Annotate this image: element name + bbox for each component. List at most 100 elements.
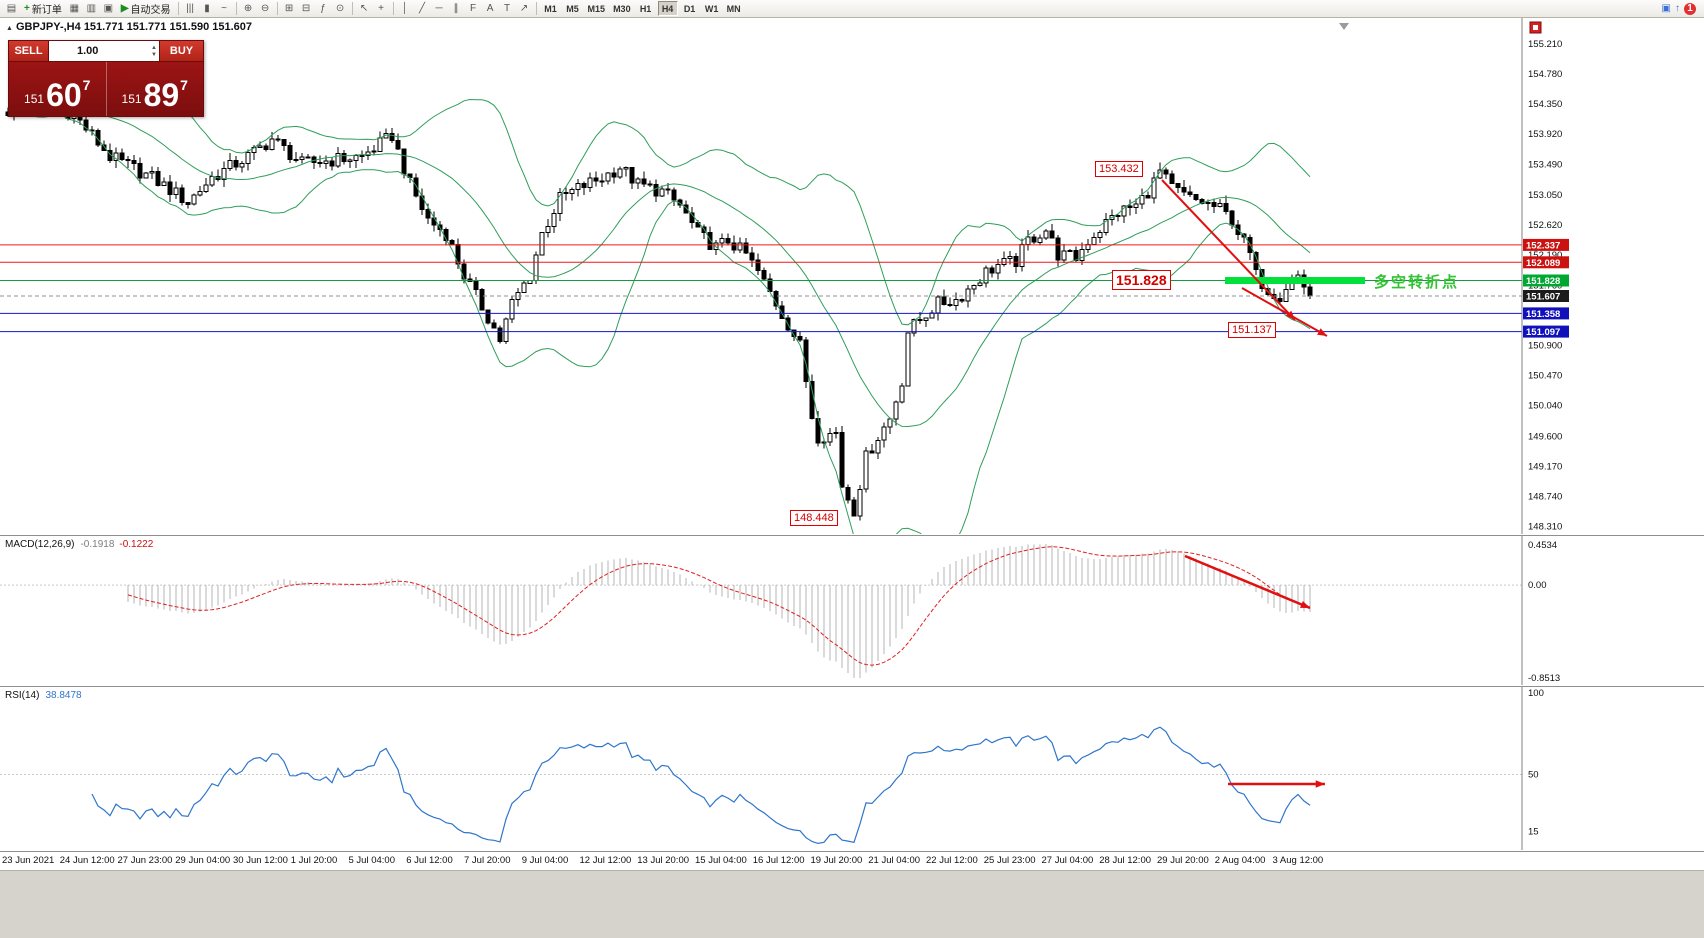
new-order-button[interactable]: + 新订单 <box>20 1 66 17</box>
candlestick-chart-icon[interactable]: ▮ <box>199 1 216 17</box>
timeframe-d1[interactable]: D1 <box>680 1 700 16</box>
update-icon[interactable]: ↑ <box>1675 3 1680 14</box>
rsi-indicator-label: RSI(14) 38.8478 <box>5 690 82 701</box>
trend-arrow[interactable] <box>1184 554 1311 610</box>
main-toolbar: ▤ + 新订单 ▦ ▥ ▣ ▶ 自动交易 ||| ▮ ~ ⊕ ⊖ ⊞ ⊟ ƒ ⊙ ↖ + │ ╱ ─ ∥ F A T ↗ M1 M5 M1… <box>0 0 1704 18</box>
price-tag: 151.358 <box>1526 309 1560 320</box>
time-axis-label: 6 Jul 12:00 <box>406 855 453 866</box>
notification-badge[interactable]: 1 <box>1684 2 1696 15</box>
price-axis-label: 148.740 <box>1528 491 1562 502</box>
price-chart[interactable]: 155.210 154.780 154.350 153.920 153.490 153.0… <box>0 18 1704 534</box>
ohlc-values: 151.771 151.771 151.590 151.607 <box>83 21 253 33</box>
autotrading-button[interactable]: ▶ 自动交易 <box>117 1 175 17</box>
rsi-panel[interactable]: 100 50 15 <box>0 686 1704 850</box>
sell-button[interactable]: SELL <box>9 41 49 61</box>
timeframe-m30[interactable]: M30 <box>610 1 634 16</box>
channel-icon[interactable]: ∥ <box>448 1 465 17</box>
vertical-line-icon[interactable]: │ <box>397 1 414 17</box>
volume-up-button[interactable]: ▲ <box>151 44 157 51</box>
rsi-line <box>91 726 1311 845</box>
time-axis-label: 30 Jun 12:00 <box>233 855 288 866</box>
price-axis-label: 152.620 <box>1528 220 1562 231</box>
sell-price-display[interactable]: 151 60 7 <box>9 62 107 116</box>
price-tag: 152.337 <box>1526 240 1560 251</box>
price-axis-label: 153.490 <box>1528 159 1562 170</box>
rsi-axis-label: 100 <box>1528 688 1544 699</box>
timeframe-h1[interactable]: H1 <box>636 1 656 16</box>
toolbar-separator <box>351 2 353 15</box>
buy-price-display[interactable]: 151 89 7 <box>121 76 188 113</box>
chart-shift-marker[interactable] <box>1339 23 1349 30</box>
macd-signal-line <box>127 546 1311 666</box>
new-order-button-label: 新订单 <box>31 5 62 16</box>
price-axis-label: 154.350 <box>1528 99 1562 110</box>
trend-arrow-head <box>1300 601 1310 608</box>
mql5-community-icon[interactable]: ▣ <box>1661 3 1671 14</box>
horizontal-line-icon[interactable]: ─ <box>431 1 448 17</box>
price-tag-bg <box>1523 274 1569 287</box>
volume-field[interactable]: 1.00 ▲ ▼ <box>49 41 159 61</box>
timeframe-m1[interactable]: M1 <box>541 1 561 16</box>
bollinger-upper-band <box>31 76 1311 326</box>
volume-value[interactable]: 1.00 <box>77 45 99 57</box>
price-callout[interactable]: 148.448 <box>790 510 838 526</box>
trend-arrow-head <box>1317 328 1327 336</box>
timeframe-mn[interactable]: MN <box>724 1 744 16</box>
buy-button[interactable]: BUY <box>159 41 203 61</box>
fibonacci-icon[interactable]: F <box>465 1 482 17</box>
indicators-icon[interactable]: ƒ <box>315 1 332 17</box>
templates-icon[interactable]: ⊙ <box>332 1 349 17</box>
timeframe-m5[interactable]: M5 <box>563 1 583 16</box>
line-chart-icon[interactable]: ~ <box>216 1 233 17</box>
toolbar-separator <box>177 2 179 15</box>
label-icon[interactable]: T <box>499 1 516 17</box>
timeframe-m15[interactable]: M15 <box>585 1 609 16</box>
chart-window-icon[interactable]: ▤ <box>3 1 20 17</box>
price-axis-label: 150.470 <box>1528 371 1562 382</box>
bar-chart-icon[interactable]: ||| <box>182 1 199 17</box>
tile-windows-icon[interactable]: ⊞ <box>281 1 298 17</box>
cursor-icon[interactable]: ↖ <box>356 1 373 17</box>
time-axis-label: 13 Jul 20:00 <box>637 855 690 866</box>
time-axis-label: 25 Jul 23:00 <box>983 855 1036 866</box>
trend-arrow[interactable] <box>1161 179 1296 321</box>
text-icon[interactable]: A <box>482 1 499 17</box>
time-axis-label: 27 Jul 04:00 <box>1041 855 1094 866</box>
chart-info-line: ▲ GBPJPY-,H4 151.771 151.771 151.590 151.… <box>6 21 252 33</box>
market-watch-icon[interactable]: ▥ <box>83 1 100 17</box>
autotrading-button-icon: ▶ <box>120 3 129 14</box>
chart-window[interactable]: 155.210 154.780 154.350 153.920 153.490 153.0… <box>0 18 1704 870</box>
new-order-button-icon: + <box>24 3 30 14</box>
timeframe-h4[interactable]: H4 <box>657 1 678 16</box>
crosshair-icon[interactable]: + <box>373 1 390 17</box>
price-axis-label: 153.050 <box>1528 190 1562 201</box>
trend-arrow[interactable] <box>1241 287 1328 337</box>
volume-down-button[interactable]: ▼ <box>151 51 157 58</box>
price-axis-label: 150.900 <box>1528 340 1562 351</box>
turning-point-annotation[interactable]: 多空转折点 <box>1374 274 1460 291</box>
zoom-in-icon[interactable]: ⊕ <box>240 1 257 17</box>
macd-panel[interactable]: 0.4534 0.00 -0.8513 <box>0 535 1704 685</box>
time-axis-label: 27 Jun 23:00 <box>117 855 173 866</box>
price-callout[interactable]: 151.137 <box>1228 322 1276 338</box>
zoom-out-icon[interactable]: ⊖ <box>257 1 274 17</box>
time-axis[interactable]: 23 Jun 2021 24 Jun 12:00 27 Jun 23:00 29 Ju… <box>0 851 1704 870</box>
price-callout[interactable]: 151.828 <box>1112 270 1171 290</box>
time-axis-label: 24 Jun 12:00 <box>59 855 115 866</box>
trendline-icon[interactable]: ╱ <box>414 1 431 17</box>
arrow-tool-icon[interactable]: ↗ <box>516 1 533 17</box>
cascade-windows-icon[interactable]: ⊟ <box>298 1 315 17</box>
macd-axis-label: 0.00 <box>1528 580 1547 591</box>
price-tag-bg <box>1523 238 1569 251</box>
price-callout[interactable]: 153.432 <box>1095 161 1143 177</box>
chart-profiles-icon[interactable]: ▦ <box>66 1 83 17</box>
timeframe-w1[interactable]: W1 <box>702 1 722 16</box>
panel-toggle-icon[interactable]: ▲ <box>6 25 13 32</box>
bollinger-lower-band <box>31 114 1311 534</box>
price-tag-bg <box>1523 256 1569 269</box>
turning-point-highlight[interactable] <box>1225 277 1365 284</box>
price-axis-label: 153.920 <box>1528 129 1562 140</box>
time-axis-label: 2 Aug 04:00 <box>1214 855 1266 866</box>
data-window-icon[interactable]: ▣ <box>100 1 117 17</box>
toolbar-separator <box>392 2 394 15</box>
